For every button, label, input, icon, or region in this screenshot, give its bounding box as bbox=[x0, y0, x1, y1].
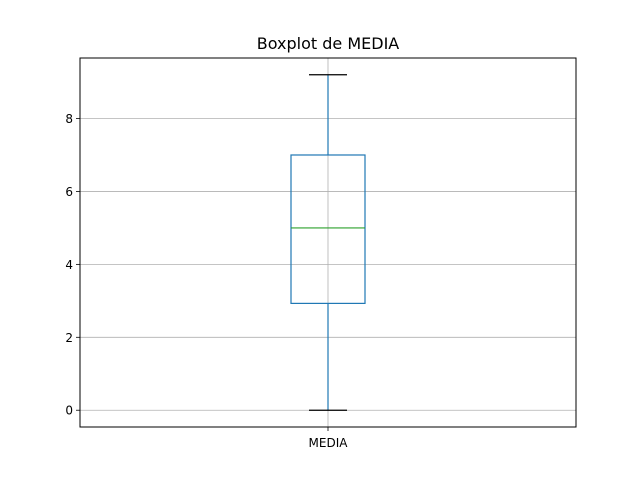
box-media bbox=[290, 74, 366, 411]
box-layer bbox=[290, 74, 366, 411]
x-axis-ticks: MEDIA bbox=[309, 427, 349, 450]
y-tick-label: 2 bbox=[65, 331, 73, 345]
iqr-box bbox=[290, 154, 366, 304]
y-tick-label: 0 bbox=[65, 404, 73, 418]
y-axis-ticks: 0 2 4 6 8 bbox=[65, 112, 80, 418]
y-tick-label: 4 bbox=[65, 258, 73, 272]
chart-title: Boxplot de MEDIA bbox=[257, 34, 400, 53]
y-tick-label: 8 bbox=[65, 112, 73, 126]
x-tick-label: MEDIA bbox=[309, 436, 349, 450]
y-tick-label: 6 bbox=[65, 185, 73, 199]
